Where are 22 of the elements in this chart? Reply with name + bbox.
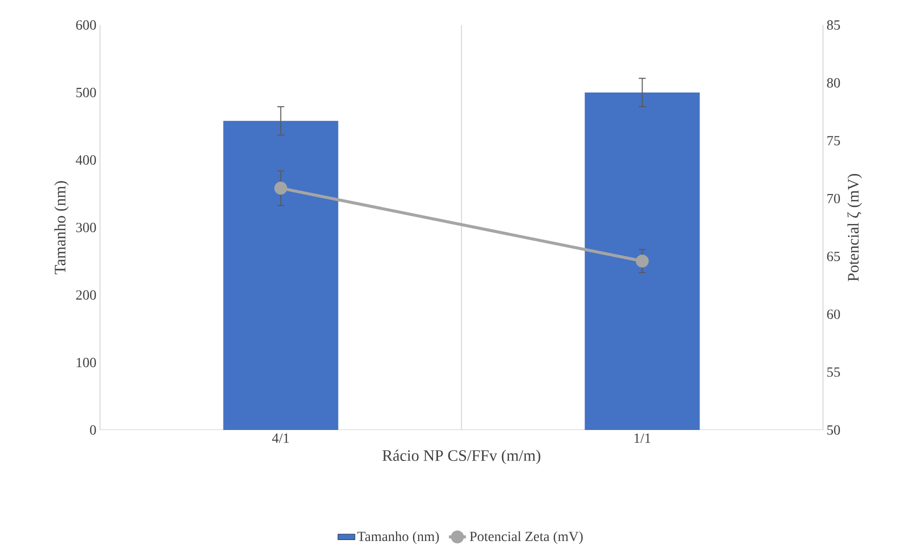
y2-tick-label: 80 — [827, 78, 840, 88]
y-axis-title: Tamanho (nm) — [54, 181, 69, 274]
y2-tick-label: 65 — [827, 252, 840, 262]
y-tick-label: 400 — [76, 155, 96, 165]
y-tick-label: 0 — [90, 425, 96, 435]
y-tick-label: 600 — [76, 20, 96, 30]
y2-tick-label: 55 — [827, 368, 840, 377]
legend-label: Tamanho (nm) — [357, 531, 439, 544]
x-tick-label: 4/1 — [272, 434, 289, 443]
y2-tick-label: 70 — [827, 194, 840, 204]
y-tick-label: 300 — [76, 222, 96, 232]
y2-tick-label: 75 — [827, 136, 840, 146]
y2-tick-label: 60 — [827, 310, 840, 319]
x-axis-title: Rácio NP CS/FFv (m/m) — [382, 450, 540, 464]
y-tick-label: 200 — [76, 290, 96, 300]
y-tick-label: 500 — [76, 88, 96, 98]
x-tick-label: 1/1 — [634, 434, 650, 443]
legend-label: Potencial Zeta (mV) — [470, 531, 583, 544]
y2-tick-label: 50 — [827, 425, 840, 435]
y2-tick-label: 85 — [827, 20, 840, 30]
y2-axis-title: Potencial ζ (mV) — [847, 174, 862, 282]
y-tick-label: 100 — [76, 358, 96, 368]
